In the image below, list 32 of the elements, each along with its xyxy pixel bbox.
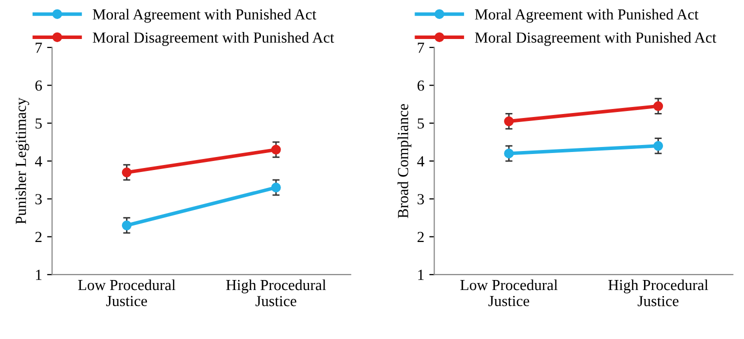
y-tick-label: 7 [418,42,424,53]
y-tick-label: 1 [36,270,42,280]
x-tick-label: High Procedural Justice [608,279,708,306]
legend-label: Moral Disagreement with Punished Act [92,32,334,46]
point [504,148,514,158]
y-tick-label: 7 [36,42,42,53]
y-tick-label: 6 [418,80,424,91]
x-tick-label: Low Procedural Justice [460,279,558,306]
y-axis-title: Broad Compliance [397,104,412,218]
y-tick-label: 4 [417,156,424,166]
y-tick-label: 3 [418,194,424,204]
x-tick-label: High Procedural Justice [226,279,326,306]
y-tick-label: 1 [418,270,424,280]
point [122,220,132,230]
point [122,168,132,178]
point [653,101,664,111]
legend-label: Moral Disagreement with Punished Act [474,32,716,46]
x-tick-label: Low Procedural Justice [78,279,176,306]
legend-label: Moral Agreement with Punished Act [474,8,698,23]
point [271,182,281,192]
point [504,116,514,126]
y-tick-label: 2 [418,232,424,242]
y-tick-label: 5 [418,118,424,129]
y-tick-label: 3 [35,194,42,204]
y-tick-label: 5 [36,118,42,129]
y-axis-title: Punisher Legitimacy [15,98,30,224]
y-tick-label: 4 [35,156,42,166]
point [271,144,281,155]
legend-label: Moral Agreement with Punished Act [92,8,316,23]
point [653,141,664,151]
y-tick-label: 2 [35,232,42,242]
y-tick-label: 6 [35,80,42,91]
